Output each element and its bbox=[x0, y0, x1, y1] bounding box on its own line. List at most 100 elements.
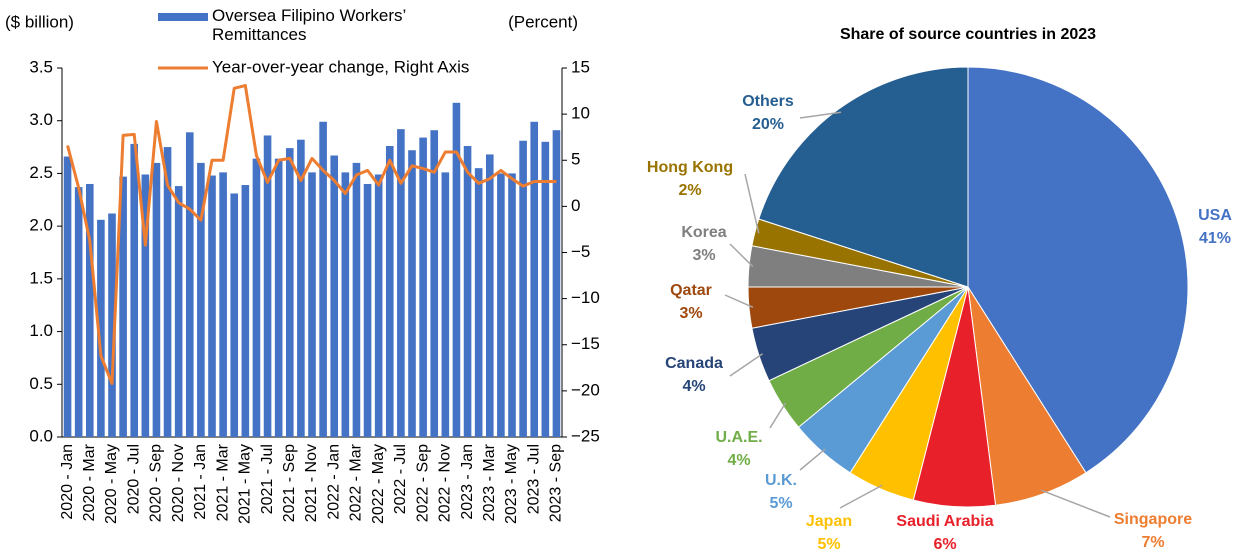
slice-label: U.A.E. bbox=[715, 429, 762, 446]
bar bbox=[519, 140, 527, 437]
bar bbox=[119, 176, 127, 437]
legend-label: Year-over-year change, Right Axis bbox=[212, 57, 469, 76]
y2-axis-label: (Percent) bbox=[508, 12, 578, 31]
bar bbox=[230, 193, 239, 437]
bar bbox=[130, 143, 139, 437]
y-tick-label: 0.5 bbox=[29, 374, 53, 393]
slice-label: Canada bbox=[665, 355, 723, 372]
bar bbox=[330, 155, 339, 437]
bar bbox=[552, 130, 561, 437]
slice-value-label: 41% bbox=[1199, 230, 1231, 247]
x-tick-label: 2020 - May bbox=[103, 444, 120, 524]
y-tick-label: 2.5 bbox=[29, 163, 53, 182]
bar bbox=[541, 141, 550, 438]
slice-label: USA bbox=[1198, 207, 1232, 224]
x-tick-label: 2023 - Jul bbox=[525, 444, 542, 514]
slice-value-label: 5% bbox=[769, 495, 792, 512]
slice-value-label: 3% bbox=[692, 247, 715, 264]
pie-title: Share of source countries in 2023 bbox=[840, 26, 1096, 43]
y2-tick-label: −25 bbox=[571, 426, 600, 445]
bar bbox=[241, 185, 250, 437]
pie-slice bbox=[967, 66, 1189, 474]
bar bbox=[208, 175, 216, 437]
slice-label: Others bbox=[742, 93, 794, 110]
bar bbox=[363, 183, 372, 437]
y-tick-label: 0.0 bbox=[29, 426, 53, 445]
bar bbox=[163, 147, 172, 438]
bar bbox=[474, 168, 483, 437]
x-tick-label: 2021 - Jan bbox=[192, 444, 209, 520]
leader-line bbox=[799, 448, 826, 471]
bar bbox=[219, 172, 227, 438]
slice-value-label: 4% bbox=[682, 378, 705, 395]
bar bbox=[319, 121, 327, 438]
y2-tick-label: −5 bbox=[571, 242, 590, 261]
slice-value-label: 5% bbox=[817, 536, 840, 553]
slice-value-label: 7% bbox=[1141, 534, 1164, 551]
bar bbox=[85, 183, 94, 437]
bar bbox=[341, 172, 350, 438]
x-tick-label: 2020 - Jan bbox=[59, 444, 76, 520]
bar bbox=[152, 162, 161, 437]
leader-line bbox=[839, 484, 883, 509]
y-tick-label: 3.5 bbox=[29, 57, 53, 76]
leader-line bbox=[799, 111, 842, 119]
legend-swatch bbox=[158, 13, 208, 21]
slice-label: Hong Kong bbox=[647, 159, 733, 176]
bar bbox=[463, 146, 472, 437]
y2-tick-label: −15 bbox=[571, 334, 600, 353]
x-tick-label: 2022 - Nov bbox=[437, 444, 454, 522]
x-tick-label: 2020 - Mar bbox=[81, 443, 98, 521]
bar bbox=[374, 174, 383, 438]
y-tick-label: 2.0 bbox=[29, 216, 53, 235]
leader-line bbox=[744, 173, 760, 234]
slice-label: Korea bbox=[681, 224, 726, 241]
bar bbox=[197, 162, 205, 437]
bar bbox=[63, 156, 72, 437]
bar bbox=[252, 158, 261, 437]
bar bbox=[108, 213, 116, 437]
y-tick-label: 1.5 bbox=[29, 268, 53, 287]
x-tick-label: 2022 - Sep bbox=[414, 444, 431, 522]
slice-value-label: 4% bbox=[727, 452, 750, 469]
line bbox=[66, 84, 557, 385]
slice-value-label: 3% bbox=[679, 305, 702, 322]
slice-label: U.K. bbox=[765, 472, 797, 489]
x-tick-label: 2021 - Mar bbox=[214, 443, 231, 521]
x-tick-label: 2023 - Mar bbox=[481, 443, 498, 521]
y-axis-label: ($ billion) bbox=[5, 12, 74, 31]
x-tick-label: 2021 - Jul bbox=[259, 444, 276, 514]
slice-label: Singapore bbox=[1114, 511, 1192, 528]
x-tick-label: 2021 - Nov bbox=[303, 444, 320, 522]
bar bbox=[352, 162, 361, 437]
slice-label: Japan bbox=[806, 513, 852, 530]
legend-label: Oversea Filipino Workers’ Remittances bbox=[212, 6, 406, 44]
x-tick-label: 2020 - Sep bbox=[148, 444, 165, 522]
x-tick-label: 2021 - Sep bbox=[281, 444, 298, 522]
bar bbox=[141, 174, 150, 438]
bar bbox=[174, 186, 183, 437]
bar bbox=[308, 172, 316, 438]
x-tick-label: 2023 - Jan bbox=[459, 444, 476, 520]
bar bbox=[508, 173, 516, 437]
slice-label: Qatar bbox=[670, 282, 712, 299]
bar bbox=[185, 132, 194, 437]
slice-value-label: 20% bbox=[752, 116, 784, 133]
bar bbox=[274, 158, 283, 437]
x-tick-label: 2021 - May bbox=[237, 444, 254, 524]
leader-line bbox=[729, 353, 763, 377]
leader-line bbox=[1040, 489, 1111, 518]
pie-slice bbox=[758, 66, 969, 288]
y2-tick-label: −10 bbox=[571, 288, 600, 307]
bar bbox=[397, 129, 405, 438]
y-tick-label: 3.0 bbox=[29, 110, 53, 129]
y2-tick-label: −20 bbox=[571, 380, 600, 399]
bar bbox=[452, 102, 461, 437]
bar bbox=[419, 137, 427, 437]
bar bbox=[97, 219, 105, 437]
x-tick-label: 2022 - Jul bbox=[392, 444, 409, 514]
bar bbox=[408, 150, 416, 437]
x-tick-label: 2023 - May bbox=[503, 444, 520, 524]
